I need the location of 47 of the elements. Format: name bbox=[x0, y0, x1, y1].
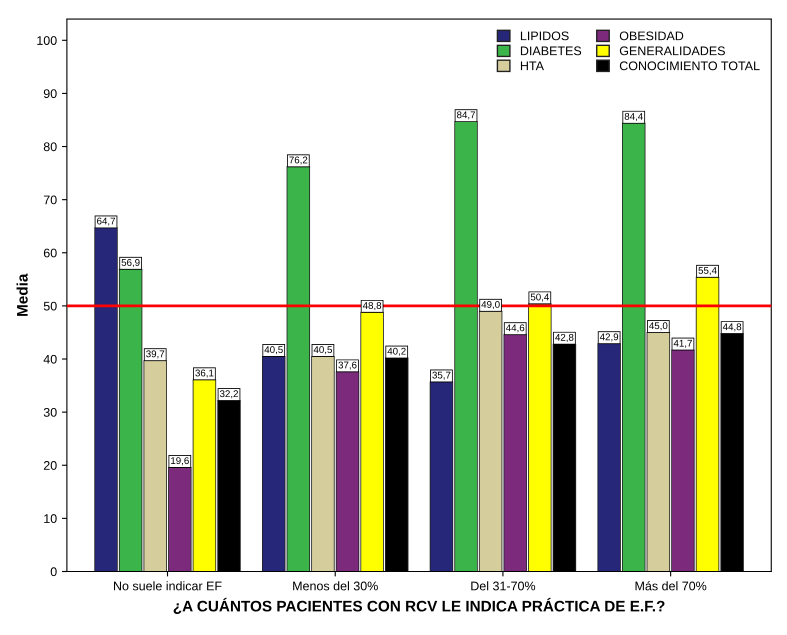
data-label: 44,6 bbox=[506, 324, 524, 332]
y-tick-label: 70 bbox=[44, 195, 57, 204]
data-label: 44,8 bbox=[722, 323, 742, 332]
legend-label: CONOCIMIENTO TOTAL bbox=[620, 61, 760, 70]
data-label: 76,2 bbox=[289, 156, 308, 165]
y-tick-label: 20 bbox=[44, 461, 57, 470]
x-axis-title: ¿A CUÁNTOS PACIENTES CON RCV LE INDICA PRÁCTICA DE E.F.? bbox=[174, 598, 664, 614]
y-tick-label: 90 bbox=[44, 89, 57, 98]
data-label: 19,6 bbox=[171, 457, 189, 466]
data-label: 40,5 bbox=[264, 346, 283, 354]
data-label: 55,4 bbox=[698, 267, 717, 276]
legend-label: DIABETES bbox=[520, 46, 582, 56]
y-axis-title: Media bbox=[16, 274, 28, 316]
data-label: 37,6 bbox=[338, 362, 357, 370]
data-label: 84,4 bbox=[624, 112, 643, 122]
y-tick-label: 0 bbox=[50, 567, 57, 576]
data-label: 42,8 bbox=[555, 334, 574, 342]
legend-label: OBESIDAD bbox=[620, 31, 684, 40]
data-label: 39,7 bbox=[146, 350, 164, 358]
legend-label: LIPIDOS bbox=[520, 31, 569, 40]
data-label: 50,4 bbox=[530, 294, 550, 302]
data-label: 45,0 bbox=[649, 322, 668, 330]
y-tick-label: 30 bbox=[44, 408, 57, 417]
data-label: 42,9 bbox=[600, 333, 618, 342]
data-label: 36,1 bbox=[195, 370, 214, 378]
data-label: 84,7 bbox=[456, 111, 476, 120]
x-tick-label: Más del 70% bbox=[636, 581, 706, 590]
y-tick-label: 10 bbox=[44, 514, 57, 524]
y-tick-label: 40 bbox=[44, 354, 57, 364]
x-tick-label: Del 31-70% bbox=[471, 581, 536, 590]
data-label: 40,5 bbox=[314, 346, 332, 354]
data-label: 64,7 bbox=[97, 218, 115, 226]
y-tick-label: 50 bbox=[44, 302, 57, 311]
data-label: 56,9 bbox=[122, 259, 140, 268]
x-tick-label: Menos del 30% bbox=[293, 581, 378, 590]
y-tick-label: 100 bbox=[37, 36, 57, 45]
legend-label: GENERALIDADES bbox=[620, 46, 725, 56]
data-label: 41,7 bbox=[674, 340, 692, 348]
y-tick-label: 60 bbox=[44, 248, 57, 258]
x-tick-label: No suele indicar EF bbox=[114, 581, 222, 590]
legend-label: HTA bbox=[520, 62, 544, 70]
data-label: 49,0 bbox=[481, 301, 500, 310]
data-label: 32,2 bbox=[220, 390, 238, 398]
data-label: 40,2 bbox=[387, 348, 406, 356]
y-tick-label: 80 bbox=[44, 142, 57, 152]
data-label: 48,8 bbox=[362, 302, 382, 310]
data-label: 35,7 bbox=[432, 372, 450, 380]
